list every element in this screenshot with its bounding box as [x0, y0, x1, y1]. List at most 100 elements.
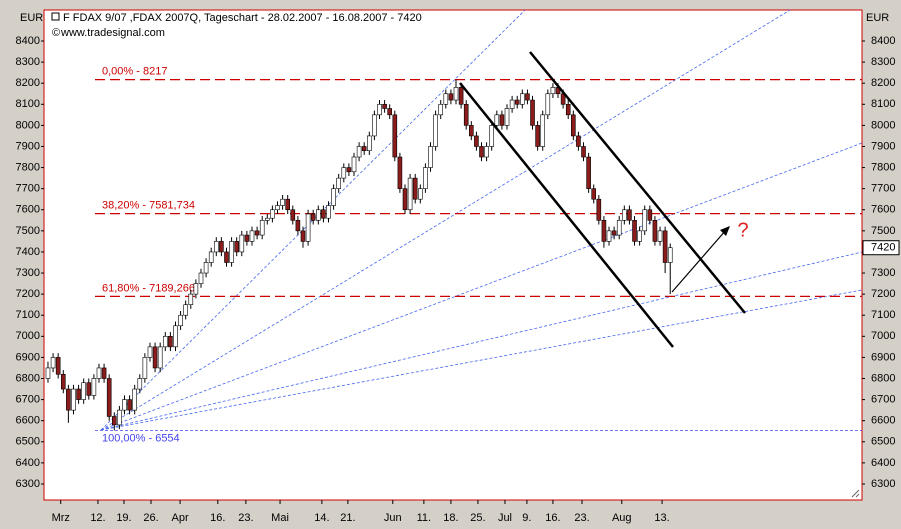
candle-body [117, 409, 122, 426]
candle-body [213, 241, 219, 253]
candle-body [152, 346, 158, 369]
candle-body [224, 251, 229, 263]
y-tick-label: 7400 [16, 246, 40, 258]
candle-body [662, 230, 668, 263]
candle-body [162, 336, 168, 348]
chart-title: F FDAX 9/07 ,FDAX 2007Q, Tageschart - 28… [63, 12, 422, 24]
candle-body [331, 188, 336, 206]
fib-label: 61,80% - 7189,266 [102, 282, 195, 294]
candle-body [259, 220, 265, 236]
candle-body [514, 99, 520, 105]
candle-body [642, 209, 648, 232]
candle-body [178, 314, 183, 327]
candle-body [652, 220, 658, 242]
candle-body [494, 114, 500, 126]
y-tick-label-right: 7500 [871, 225, 895, 237]
x-tick-label: 9. [522, 512, 531, 524]
y-tick-label: 8200 [16, 77, 40, 89]
candle-body [601, 220, 607, 242]
y-tick-label: 6300 [16, 478, 40, 490]
candle-body [188, 293, 194, 305]
candle-body [412, 177, 418, 200]
candle-body [147, 346, 153, 358]
fan-line [100, 9, 526, 431]
y-tick-label-right: 8200 [871, 77, 895, 89]
resize-grip [851, 489, 860, 498]
y-tick-label-right: 7100 [871, 309, 895, 321]
y-tick-label: 8400 [16, 35, 40, 47]
x-tick-label: 23. [238, 512, 253, 524]
candle-body [60, 373, 66, 390]
candle-body [132, 388, 137, 411]
candle-body [474, 135, 479, 147]
candle-body [208, 251, 214, 263]
candle-body [142, 357, 148, 379]
last-price-box [862, 240, 900, 256]
candle-body [96, 367, 102, 379]
y-tick-label-right: 6400 [871, 457, 895, 469]
x-tick-label: 26. [143, 512, 158, 524]
y-tick-label: 7600 [16, 204, 40, 216]
candle-body [428, 146, 433, 168]
candle-body [71, 388, 76, 411]
y-tick-label-right: 7800 [871, 161, 895, 173]
fan-line [100, 289, 863, 431]
candle-body [157, 346, 163, 369]
candle-body [453, 87, 459, 101]
y-tick-label-right: 6900 [871, 351, 895, 363]
candle-body [632, 220, 637, 242]
fib-label: 100,00% - 6554 [102, 432, 180, 444]
candle-body [520, 93, 525, 105]
candle-body [229, 241, 234, 263]
last-price-label: 7420 [871, 242, 895, 254]
annotation: ? [737, 219, 748, 241]
y-tick-label-right: 7300 [871, 267, 895, 279]
candle-body [458, 87, 464, 105]
candle-body [173, 325, 178, 348]
x-tick-label: 25. [470, 512, 485, 524]
channel-line [529, 51, 746, 314]
chart-subtitle: www.tradesignal.com [60, 27, 165, 39]
candle-body [627, 209, 632, 221]
candle-body [606, 230, 612, 242]
x-tick-label: Mai [271, 512, 289, 524]
candle-body [198, 272, 204, 284]
candle-body [596, 198, 602, 221]
x-tick-label: 23. [574, 512, 589, 524]
candle-body [382, 103, 387, 109]
candle-body [433, 114, 438, 147]
y-tick-label-right: 7600 [871, 204, 895, 216]
candle-body [290, 209, 296, 221]
candle-body [484, 146, 489, 158]
y-unit-left: EUR [20, 12, 43, 24]
candle-body [351, 156, 357, 173]
y-tick-label: 7200 [16, 288, 40, 300]
candle-body [326, 205, 331, 219]
candle-body [193, 283, 199, 295]
candle-body [270, 209, 275, 219]
y-tick-label: 6800 [16, 372, 40, 384]
x-tick-label: Apr [172, 512, 189, 524]
candle-body [647, 209, 653, 221]
candle-body [50, 357, 56, 369]
y-tick-label: 7100 [16, 309, 40, 321]
x-tick-label: 13. [654, 512, 669, 524]
x-tick-label: Jul [498, 512, 512, 524]
candle-body [576, 135, 581, 147]
candle-body [275, 205, 280, 211]
copyright-mark: © [52, 27, 60, 39]
candle-body [91, 378, 97, 396]
candle-body [469, 125, 474, 137]
trend-channel [459, 51, 746, 348]
fib-label: 0,00% - 8217 [102, 66, 167, 78]
y-tick-label-right: 6600 [871, 415, 895, 427]
candle-body [545, 93, 551, 116]
candle-body [611, 230, 617, 236]
channel-line [459, 82, 674, 348]
marks: 0,00% - 8217 38,20% - 7581,734 61,80% - 71… [45, 66, 862, 444]
y-tick-label: 7300 [16, 267, 40, 279]
candle-body [111, 416, 117, 426]
y-tick-label: 6500 [16, 436, 40, 448]
y-tick-label: 7900 [16, 140, 40, 152]
